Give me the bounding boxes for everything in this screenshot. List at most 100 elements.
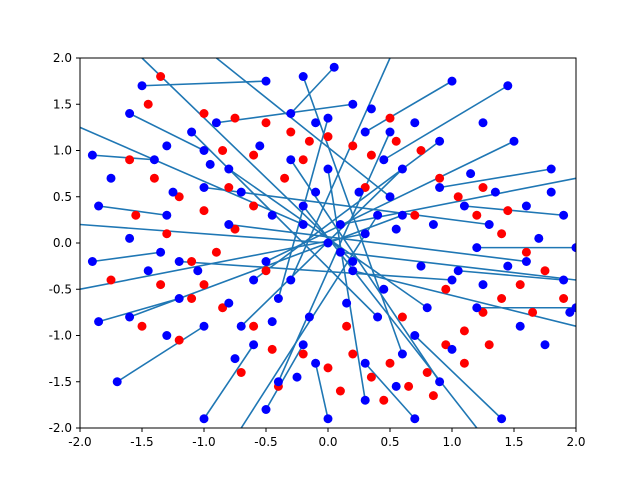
blue-point-57 (422, 303, 432, 313)
line-segment-6 (464, 205, 564, 217)
line-segment-44 (327, 168, 366, 401)
blue-point-23 (360, 358, 370, 368)
x-tick-label-7: 1.5 (504, 435, 523, 449)
red-point-34 (459, 326, 469, 336)
red-point-32 (422, 368, 432, 377)
blue-point-89 (490, 187, 500, 197)
blue-point-8 (503, 81, 513, 91)
red-point-70 (199, 280, 209, 290)
x-tick-label-4: 0.0 (318, 435, 337, 449)
blue-point-73 (273, 377, 283, 387)
red-point-11 (416, 146, 426, 155)
red-point-28 (348, 349, 358, 359)
blue-point-13 (459, 201, 469, 211)
red-point-59 (484, 340, 494, 350)
red-point-63 (261, 266, 271, 276)
blue-point-1 (137, 81, 147, 91)
blue-points (87, 62, 576, 424)
blue-point-46 (348, 266, 358, 276)
blue-point-14 (571, 243, 576, 253)
blue-point-117 (565, 307, 575, 317)
y-tick-label-2: -1.0 (49, 329, 72, 343)
red-point-68 (230, 224, 240, 234)
blue-point-100 (193, 266, 203, 276)
blue-point-87 (428, 220, 438, 229)
y-tick-label-8: 2.0 (53, 51, 72, 65)
x-tick-label-5: 0.5 (380, 435, 399, 449)
blue-point-60 (286, 155, 296, 165)
blue-point-19 (472, 303, 482, 313)
red-point-27 (323, 363, 333, 373)
red-point-41 (472, 210, 482, 220)
blue-point-11 (435, 183, 445, 192)
red-point-12 (125, 155, 135, 165)
red-point-56 (379, 395, 389, 405)
line-segment-27 (215, 58, 391, 198)
blue-point-39 (149, 155, 159, 165)
blue-point-27 (298, 340, 308, 350)
x-axis: -2.0 -1.5 -1.0 -0.5 0.0 0.5 1.0 1.5 2.0 (68, 428, 586, 449)
blue-point-21 (410, 331, 420, 340)
red-point-19 (187, 257, 197, 266)
blue-point-2 (329, 62, 339, 72)
blue-point-67 (323, 113, 333, 123)
red-point-22 (187, 294, 197, 303)
x-tick-label-8: 2.0 (566, 435, 585, 449)
line-segment-3 (364, 80, 453, 133)
red-point-17 (249, 201, 259, 211)
blue-point-75 (187, 127, 197, 137)
y-tick-label-0: -2.0 (49, 421, 72, 435)
line-segment-43 (228, 223, 527, 263)
blue-point-108 (255, 141, 265, 151)
line-segment-24 (340, 251, 576, 281)
red-point-7 (323, 132, 333, 142)
line-segment-31 (141, 58, 354, 263)
blue-point-114 (162, 331, 172, 340)
blue-point-105 (366, 104, 376, 114)
red-point-57 (428, 391, 438, 401)
blue-point-96 (342, 298, 352, 308)
line-segment-39 (290, 159, 441, 383)
blue-point-43 (360, 229, 370, 239)
line-segment-38 (277, 131, 391, 383)
line-segment-23 (80, 126, 304, 226)
line-segment-30 (240, 214, 379, 428)
blue-point-51 (373, 210, 383, 220)
y-tick-label-5: 0.5 (53, 190, 72, 204)
red-point-69 (441, 284, 451, 294)
blue-point-15 (472, 243, 482, 253)
blue-point-9 (379, 155, 389, 165)
line-segment-20 (129, 112, 205, 152)
red-point-49 (131, 210, 141, 220)
red-point-9 (366, 150, 376, 160)
line-segment-28 (290, 58, 391, 281)
line-segment-13 (265, 344, 304, 410)
x-tick-label-3: -0.5 (254, 435, 277, 449)
blue-point-61 (373, 312, 383, 322)
red-point-45 (503, 206, 513, 216)
red-point-25 (267, 344, 277, 354)
line-segment-17 (92, 251, 161, 263)
blue-point-7 (360, 127, 370, 137)
blue-point-103 (125, 233, 135, 243)
red-point-1 (143, 99, 153, 109)
blue-point-35 (156, 247, 166, 257)
blue-point-104 (311, 187, 321, 197)
blue-point-111 (391, 381, 401, 391)
red-point-47 (249, 150, 259, 160)
red-point-65 (298, 155, 308, 165)
blue-point-49 (286, 275, 296, 285)
blue-point-71 (224, 164, 234, 174)
red-point-64 (360, 183, 370, 192)
blue-point-106 (410, 118, 420, 128)
red-point-10 (391, 136, 401, 146)
blue-point-42 (323, 238, 333, 248)
red-point-3 (230, 113, 240, 123)
blue-point-5 (211, 118, 221, 128)
red-point-66 (342, 321, 352, 331)
line-segment-41 (265, 140, 515, 263)
blue-point-66 (397, 349, 407, 359)
blue-point-93 (478, 280, 488, 290)
blue-point-83 (236, 187, 246, 197)
line-segment-8 (458, 269, 564, 281)
